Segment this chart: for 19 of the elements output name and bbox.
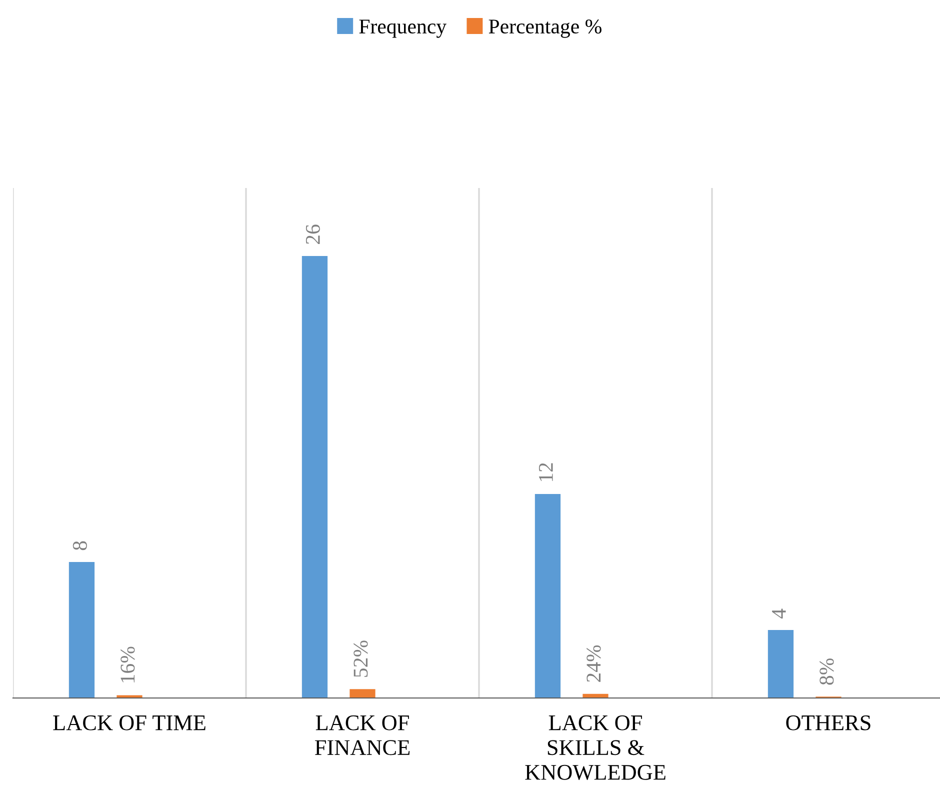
x-tick-label: LACK OF TIME [53, 715, 206, 730]
bar [350, 689, 376, 698]
data-label: 4 [772, 608, 786, 618]
data-label: 12 [538, 463, 553, 482]
data-label: 52% [354, 640, 368, 677]
bar [68, 562, 95, 698]
data-label: 24% [586, 645, 601, 682]
bar [302, 256, 328, 698]
data-label: 26 [306, 224, 320, 244]
bar [768, 630, 794, 698]
x-tick-label: OTHERS [786, 715, 870, 730]
data-label: 8% [820, 658, 834, 685]
x-tick-label: LACK OF FINANCE [314, 715, 410, 756]
data-label: 8 [72, 541, 87, 550]
bar [534, 494, 561, 698]
data-label: 16% [120, 646, 135, 682]
legend-label: Frequency [359, 20, 446, 38]
legend-label: Percentage % [488, 19, 602, 38]
x-tick-label: LACK OF SKILLS & KNOWLEDGE [525, 715, 666, 780]
